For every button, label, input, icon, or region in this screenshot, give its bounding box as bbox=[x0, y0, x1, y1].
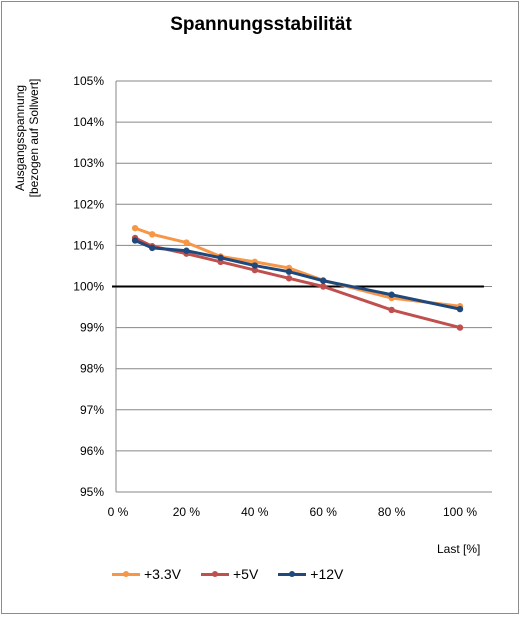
legend-item: +12V bbox=[278, 566, 343, 582]
legend: +3.3V +5V +12V bbox=[112, 564, 363, 584]
legend-swatch bbox=[200, 570, 229, 577]
y-tick-label: 100% bbox=[73, 280, 104, 294]
y-tick-label: 99% bbox=[80, 321, 104, 335]
legend-marker bbox=[289, 570, 296, 577]
data-point bbox=[285, 275, 293, 282]
data-point bbox=[217, 254, 224, 261]
legend-marker bbox=[123, 570, 129, 577]
data-point bbox=[320, 277, 327, 284]
x-tick-label: 20 % bbox=[173, 505, 201, 519]
data-point bbox=[388, 291, 395, 298]
y-tick-label: 95% bbox=[80, 485, 104, 499]
data-point bbox=[251, 266, 258, 274]
data-point bbox=[149, 231, 156, 238]
data-point bbox=[183, 247, 190, 254]
data-point bbox=[456, 305, 464, 313]
x-tick-label: 60 % bbox=[310, 505, 338, 519]
legend-item: +3.3V bbox=[112, 566, 181, 582]
data-point bbox=[131, 224, 139, 232]
x-axis-label: Last [%] bbox=[437, 542, 481, 556]
legend-marker bbox=[211, 570, 218, 577]
legend-item: +5V bbox=[200, 566, 259, 582]
data-point bbox=[456, 324, 464, 331]
data-point bbox=[388, 306, 395, 314]
x-tick-label: 0 % bbox=[108, 505, 129, 519]
legend-swatch bbox=[112, 570, 140, 577]
y-tick-label: 103% bbox=[73, 156, 104, 170]
data-point bbox=[149, 244, 156, 252]
data-point bbox=[251, 262, 258, 269]
y-tick-label: 97% bbox=[80, 403, 104, 417]
legend-label: +5V bbox=[232, 566, 259, 582]
y-tick-label: 102% bbox=[73, 197, 104, 211]
data-point bbox=[285, 268, 293, 275]
legend-label: +3.3V bbox=[144, 566, 181, 582]
y-tick-label: 105% bbox=[73, 74, 104, 88]
x-tick-label: 100 % bbox=[443, 505, 477, 519]
y-tick-label: 101% bbox=[73, 238, 104, 252]
series-line bbox=[134, 226, 461, 308]
data-point bbox=[183, 239, 190, 246]
x-tick-label: 80 % bbox=[378, 505, 406, 519]
data-point bbox=[131, 237, 139, 244]
y-tick-label: 104% bbox=[73, 115, 104, 129]
legend-swatch bbox=[278, 570, 307, 577]
y-tick-label: 96% bbox=[80, 444, 104, 458]
y-tick-label: 98% bbox=[80, 362, 104, 376]
chart-title: Spannungsstabilität bbox=[170, 14, 352, 35]
legend-label: +12V bbox=[310, 566, 344, 582]
data-point bbox=[320, 283, 327, 290]
x-tick-label: 40 % bbox=[241, 505, 269, 519]
